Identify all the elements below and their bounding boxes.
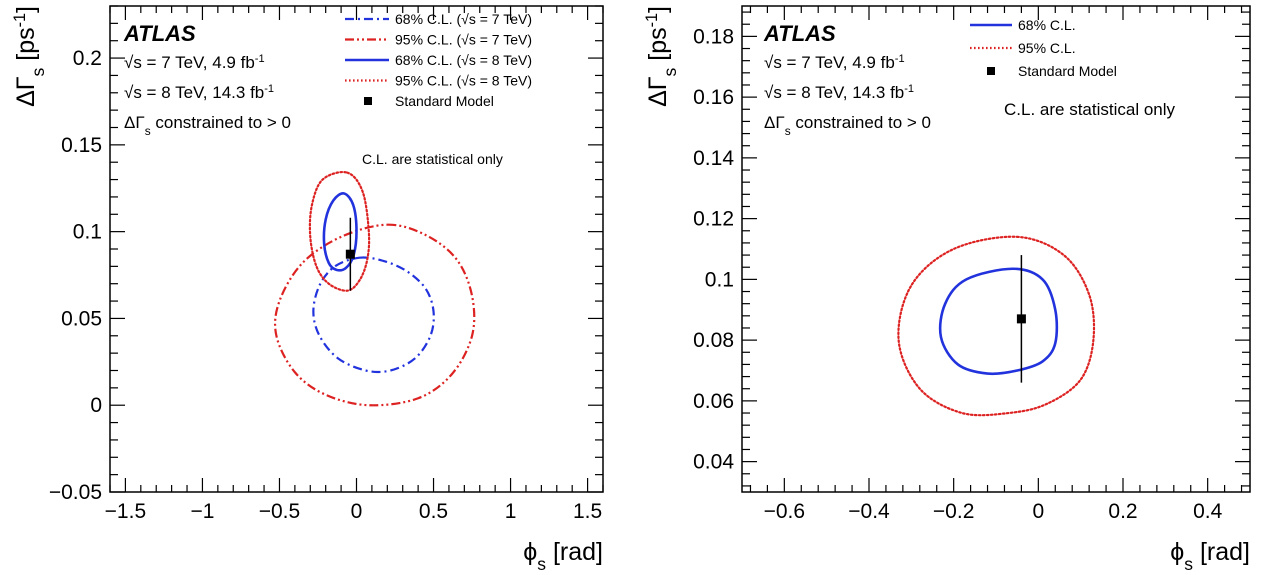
contour-series-4 (308, 170, 371, 292)
contour-series-3 (322, 192, 358, 272)
contour-series-1 (312, 256, 435, 374)
x-tick-label: 1.5 (573, 500, 602, 523)
legend-entry: 68% C.L. (√s = 8 TeV) (395, 52, 532, 68)
y-tick-label: 0.2 (73, 47, 102, 70)
plot-frame (741, 5, 1251, 493)
y-tick-label: 0 (90, 394, 102, 417)
legend-sm-marker (364, 97, 372, 105)
x-axis-title: ϕs [rad] (1170, 538, 1250, 574)
legend-entry: 95% C.L. (1018, 40, 1076, 56)
y-tick-label: −0.05 (49, 481, 102, 504)
x-tick-label: −0.4 (848, 500, 890, 523)
info-line: ΔΓs constrained to > 0 (124, 113, 291, 138)
x-tick-label: 0 (1032, 500, 1044, 523)
stat-note: C.L. are statistical only (362, 151, 503, 167)
y-tick-label: 0.05 (61, 307, 102, 330)
stat-note: C.L. are statistical only (1004, 100, 1176, 119)
y-tick-label: 0.18 (693, 25, 734, 48)
legend-entry: 68% C.L. (√s = 7 TeV) (395, 11, 532, 27)
x-tick-label: 0.4 (1193, 500, 1223, 523)
y-tick-label: 0.12 (693, 208, 734, 231)
y-tick-label: 0.1 (705, 268, 734, 291)
x-tick-label: 0.2 (1108, 500, 1137, 523)
y-tick-label: 0.16 (693, 86, 734, 109)
x-tick-label: 0 (351, 500, 363, 523)
x-tick-label: −1 (190, 500, 214, 523)
x-tick-label: −0.5 (259, 500, 300, 523)
experiment-label: ATLAS (763, 21, 836, 46)
legend-entry: Standard Model (1018, 63, 1117, 79)
contour-series-2 (897, 235, 1096, 417)
y-tick-label: 0.15 (61, 134, 102, 157)
legend-entry: 68% C.L. (1018, 17, 1076, 33)
x-tick-label: −0.6 (764, 500, 805, 523)
legend-entry: Standard Model (395, 93, 494, 109)
legend-entry: 95% C.L. (√s = 8 TeV) (395, 73, 532, 89)
x-tick-label: 0.5 (419, 500, 448, 523)
sm-point-marker (345, 249, 355, 259)
info-line: √s = 8 TeV, 14.3 fb-1 (124, 83, 274, 102)
y-axis-title: ΔΓs [ps-1] (11, 6, 48, 107)
y-tick-label: 0.06 (693, 390, 734, 413)
info-line: √s = 7 TeV, 4.9 fb-1 (764, 53, 905, 72)
panel-1: −1.5 −1 −0.5 0 0.5 1 1.5 −0.05 0 0.05 0.1 0.15 0.2 ϕs… (11, 5, 604, 574)
x-tick-label: −1.5 (105, 500, 146, 523)
y-tick-label: 0.1 (73, 221, 102, 244)
legend-sm-marker (987, 67, 995, 75)
experiment-label: ATLAS (123, 21, 196, 46)
y-tick-label: 0.14 (693, 147, 734, 170)
y-tick-label: 0.04 (693, 451, 734, 474)
legend-entry: 95% C.L. (√s = 7 TeV) (395, 32, 532, 48)
info-line: √s = 8 TeV, 14.3 fb-1 (764, 83, 914, 102)
contour-series-1 (938, 267, 1059, 376)
contour-series-2 (273, 223, 476, 407)
panel-2: −0.6 −0.4 −0.2 0 0.2 0.4 0.04 0.06 0.08 0.1 0.12 0.… (643, 5, 1251, 574)
x-tick-label: 1 (505, 500, 517, 523)
sm-point-marker (1016, 314, 1026, 324)
y-axis-title: ΔΓs [ps-1] (643, 6, 680, 107)
x-axis-title: ϕs [rad] (523, 538, 603, 574)
info-line: ΔΓs constrained to > 0 (764, 113, 931, 138)
x-tick-label: −0.2 (933, 500, 974, 523)
y-tick-label: 0.08 (693, 329, 734, 352)
info-line: √s = 7 TeV, 4.9 fb-1 (124, 53, 265, 72)
